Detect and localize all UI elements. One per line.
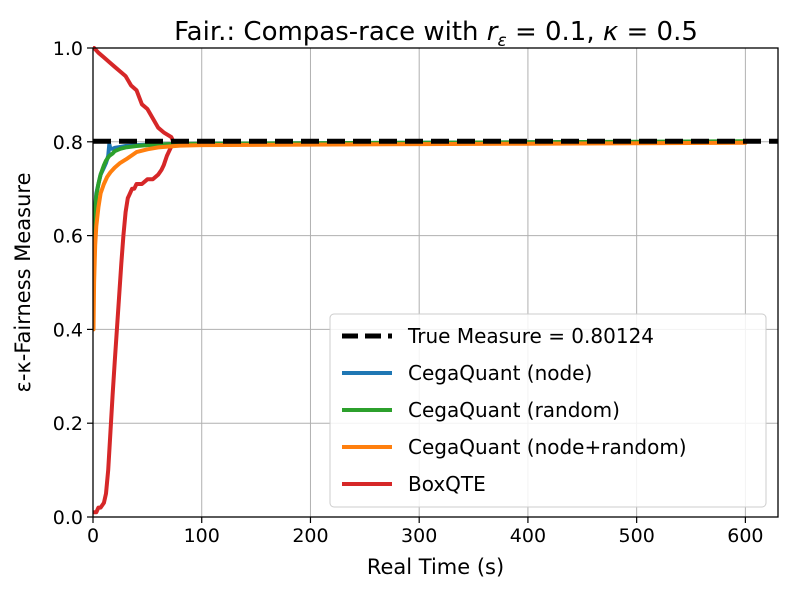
legend-label: BoxQTE: [408, 472, 486, 496]
axis-ticks: 0 100 200 300 400 500 600 0.0 0.2 0.4 0.6 0.8 1.0: [53, 38, 764, 547]
y-axis-label: ε-κ-Fairness Measure: [11, 172, 35, 392]
legend-box: [329, 313, 767, 508]
x-tick-label: 600: [727, 525, 763, 547]
series-line-cegaquant-node-random: [93, 140, 748, 332]
legend-label: CegaQuant (random): [408, 398, 620, 422]
x-axis-label: Real Time (s): [367, 555, 504, 579]
x-tick-label: 0: [87, 525, 99, 547]
y-tick-label: 0.4: [53, 319, 83, 341]
legend-label: True Measure = 0.80124: [407, 324, 654, 348]
title-eq1: = 0.1,: [507, 17, 603, 47]
title-var-r: r: [487, 17, 500, 47]
y-tick-label: 0.2: [53, 413, 83, 435]
x-tick-label: 400: [510, 525, 546, 547]
series-line-boxqte: [93, 46, 176, 515]
x-tick-label: 500: [619, 525, 655, 547]
y-tick-label: 0.6: [53, 226, 83, 248]
title-var-kappa: κ: [603, 17, 619, 47]
x-tick-label: 200: [292, 525, 328, 547]
x-tick-label: 100: [184, 525, 220, 547]
plot-frame: [92, 47, 779, 518]
title-var-r-sub: ε: [497, 31, 506, 51]
legend-label: CegaQuant (node): [408, 361, 592, 385]
y-tick-label: 0.8: [53, 132, 83, 154]
title-eq2: = 0.5: [618, 17, 698, 47]
legend: True Measure = 0.80124 CegaQuant (node) Ce…: [329, 313, 767, 508]
y-tick-label: 0.0: [53, 507, 83, 529]
chart-title: Fair.: Compas-race with rε = 0.1, κ = 0.…: [174, 17, 698, 51]
title-prefix: Fair.: Compas-race with: [174, 17, 487, 47]
x-tick-label: 300: [401, 525, 437, 547]
y-tick-label: 1.0: [53, 38, 83, 60]
legend-label: CegaQuant (node+random): [408, 435, 687, 459]
